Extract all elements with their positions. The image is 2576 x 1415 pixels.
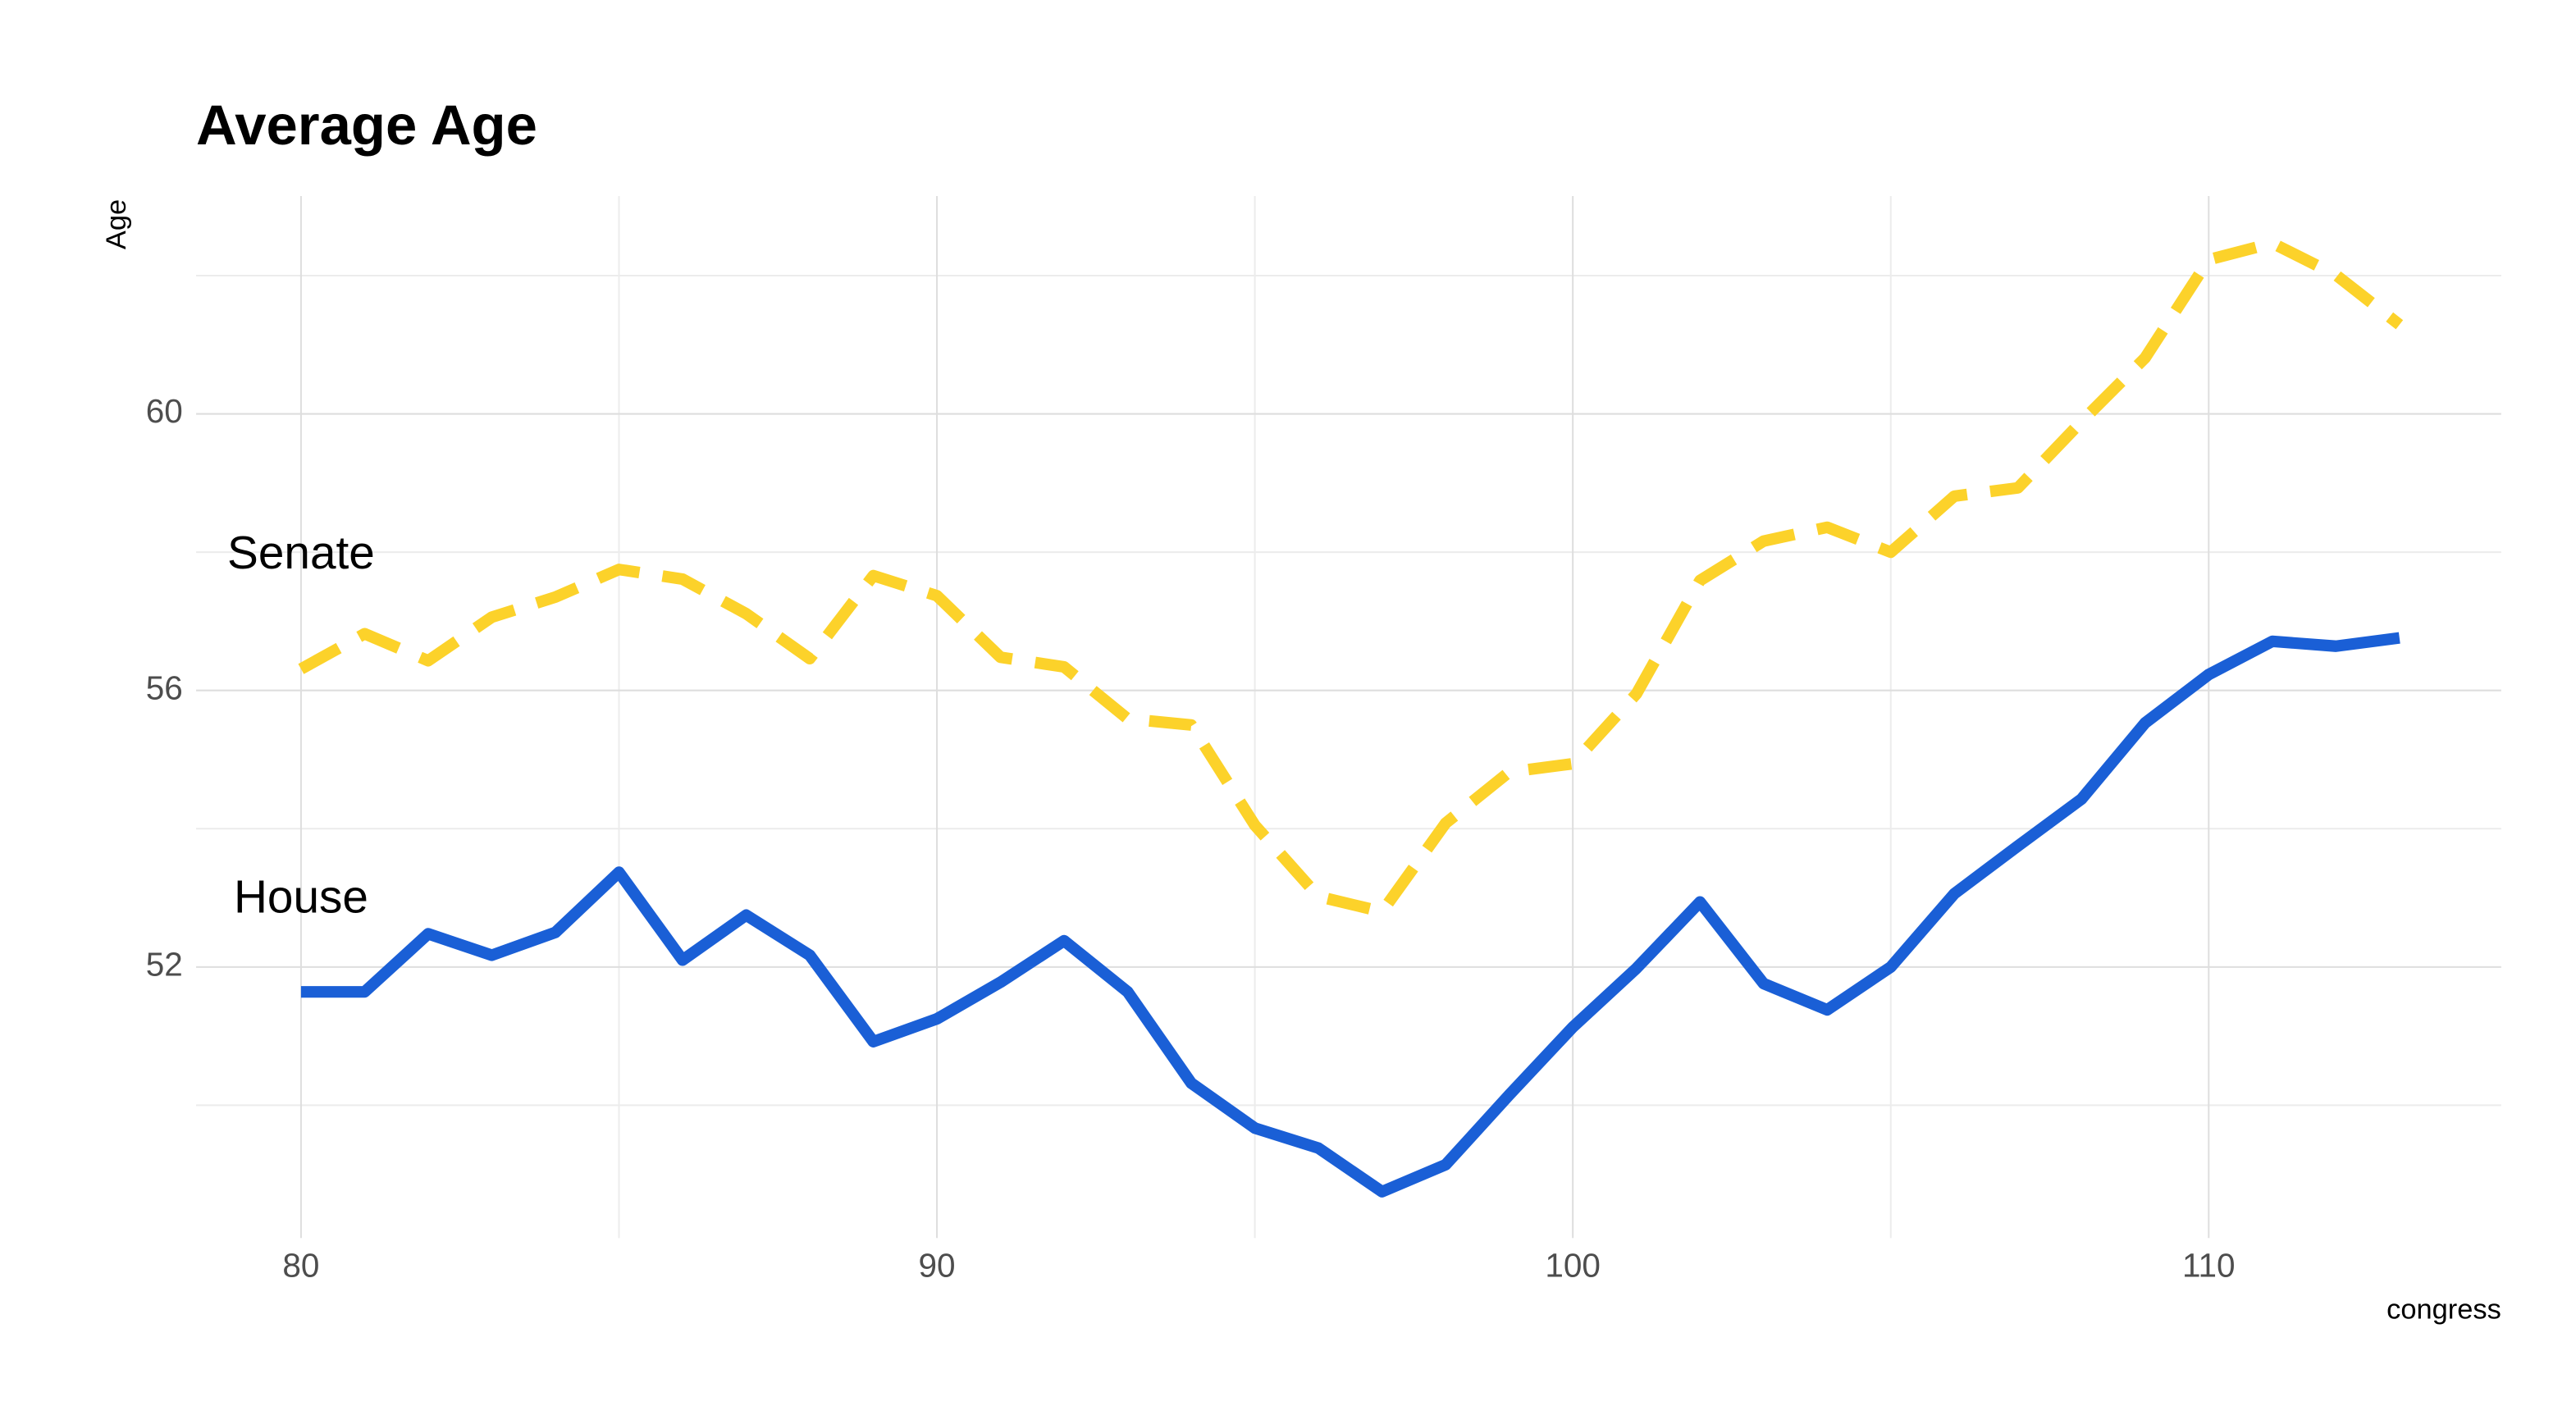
x-tick-label: 100 [1545, 1246, 1601, 1284]
series-label: House [234, 872, 368, 924]
series-line [300, 632, 2400, 1198]
y-tick-label: 60 [146, 392, 183, 430]
x-tick-label: 80 [282, 1246, 319, 1284]
y-axis-title: Age [101, 199, 132, 249]
x-tick-label: 110 [2182, 1246, 2236, 1284]
chart-title: Average Age [196, 94, 537, 157]
y-tick-label: 56 [146, 669, 183, 706]
x-axis-title: congress [2386, 1294, 2501, 1325]
series-label: Senate [227, 527, 375, 579]
series-line [298, 237, 2404, 918]
y-tick-label: 52 [146, 946, 183, 984]
x-tick-label: 90 [919, 1246, 956, 1284]
